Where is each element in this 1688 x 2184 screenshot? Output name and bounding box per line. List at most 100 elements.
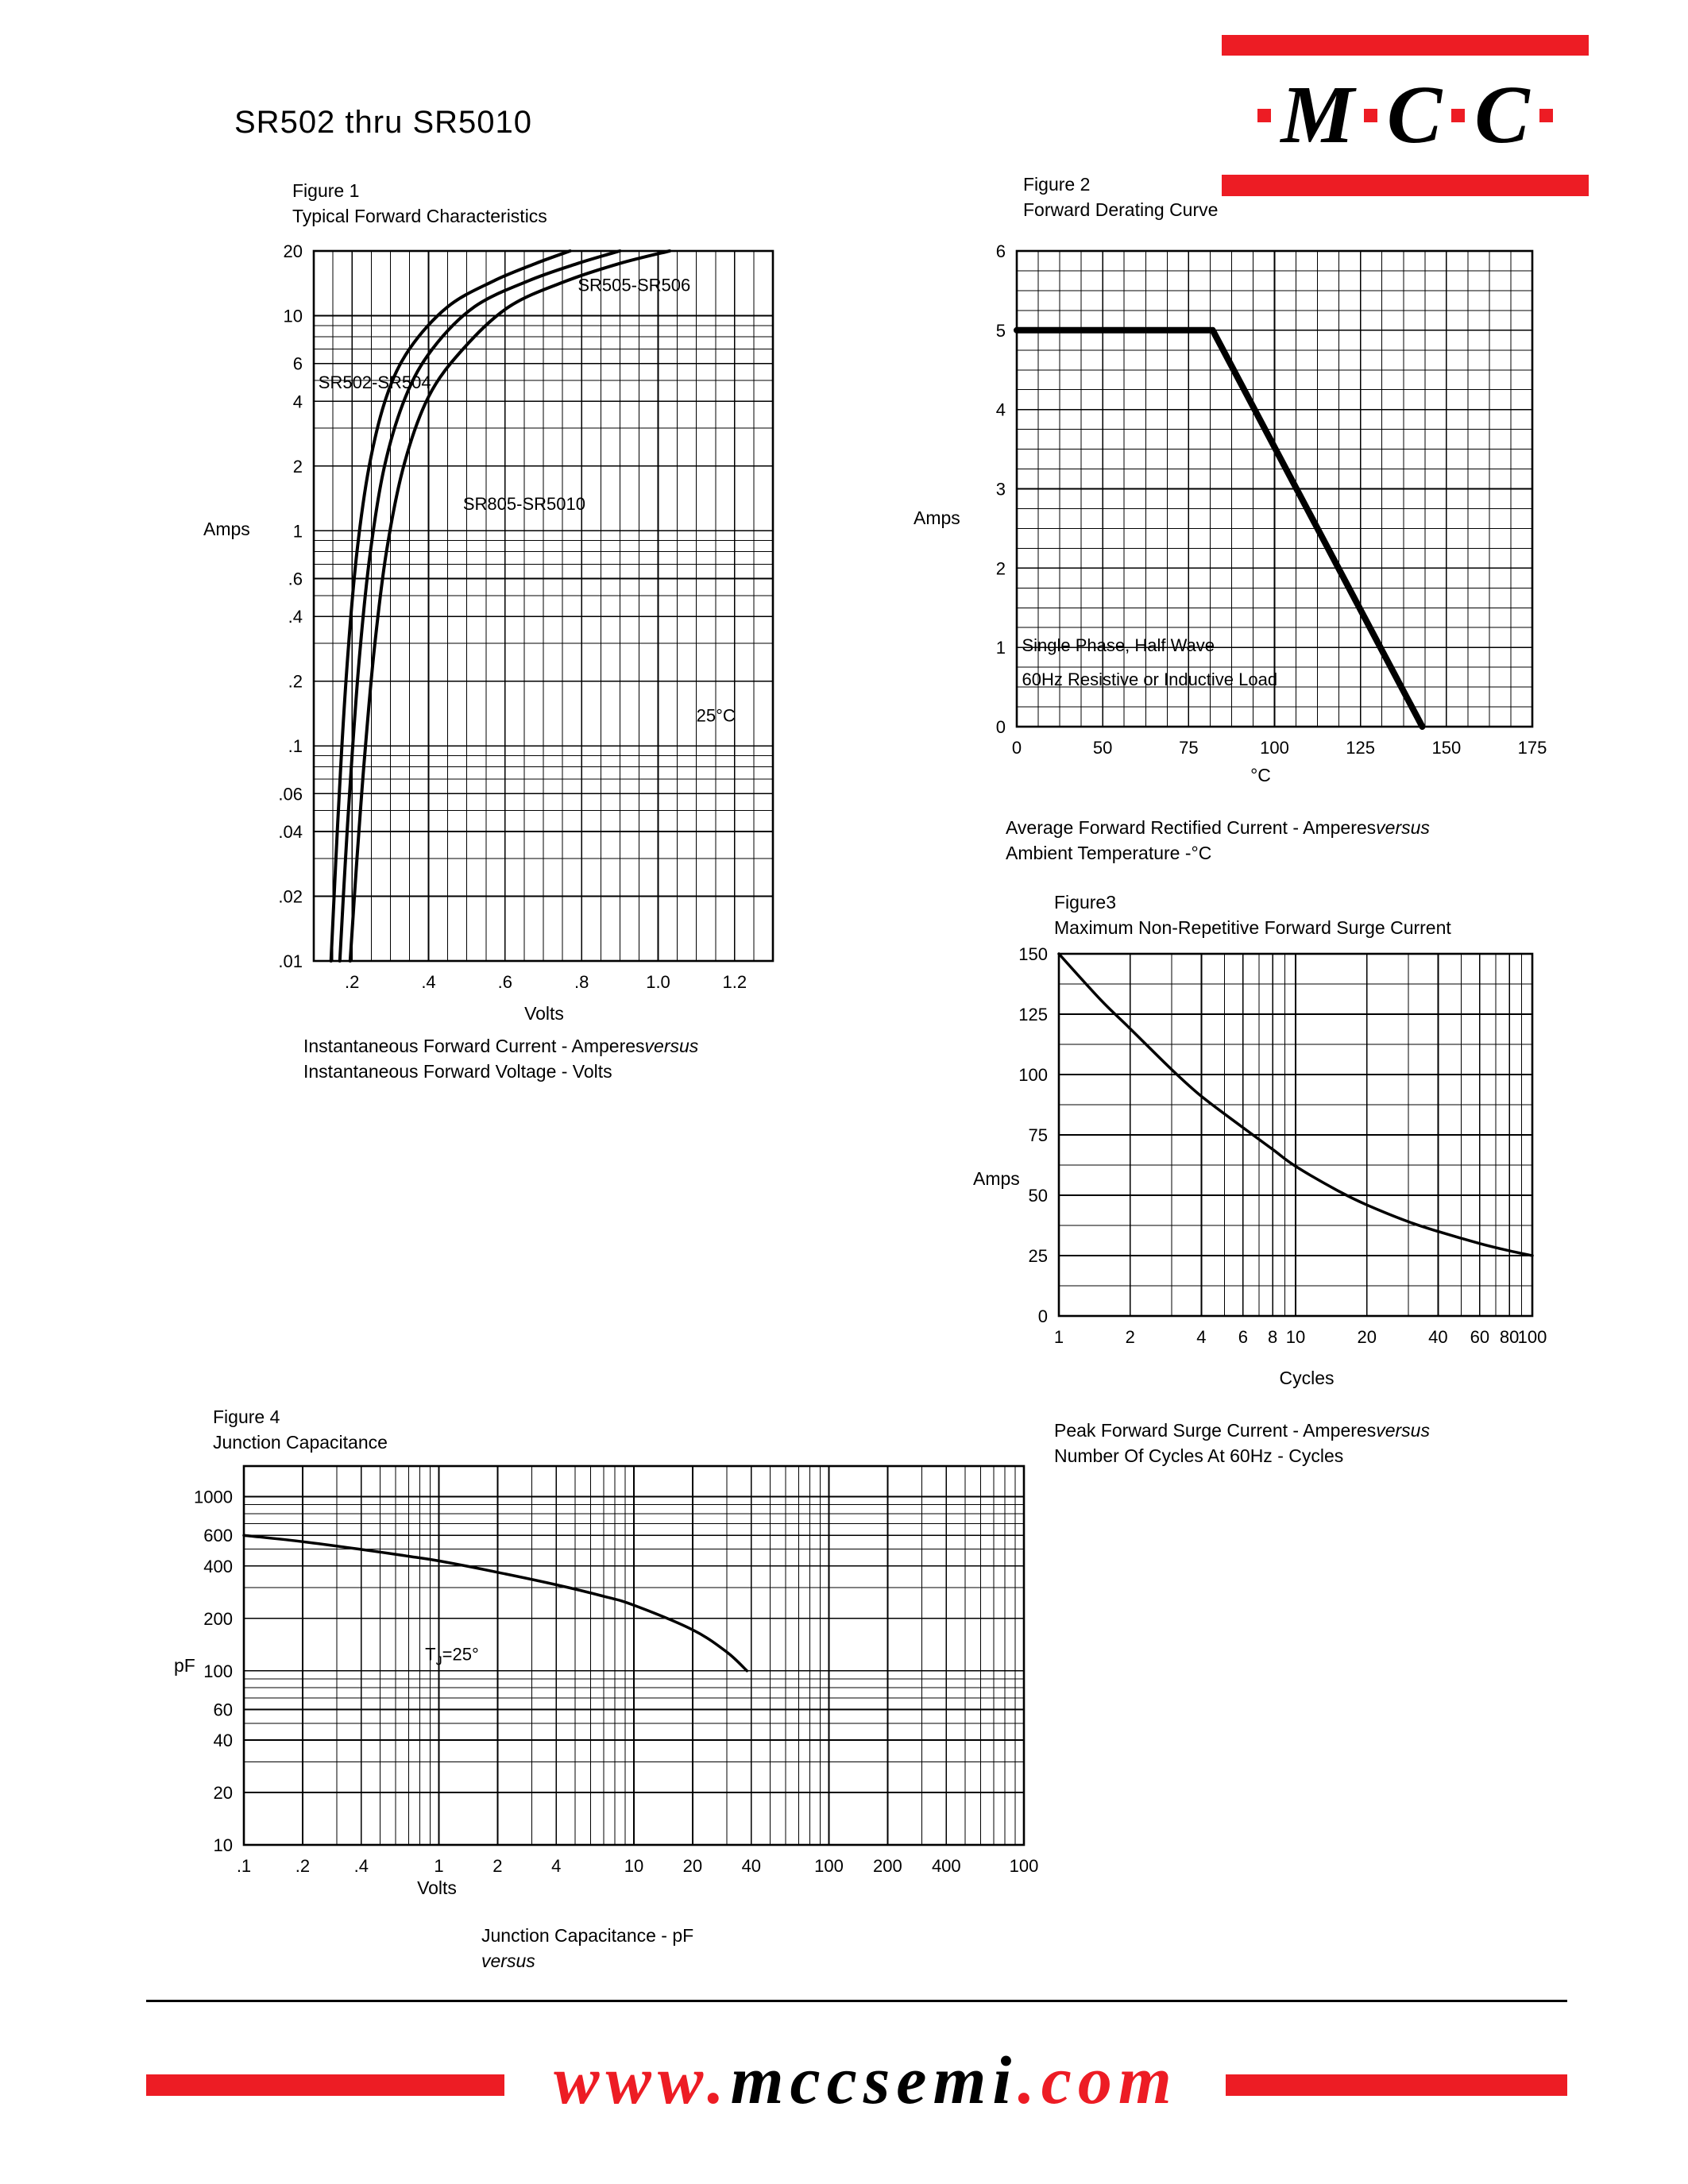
fig4-caption-line2: versus bbox=[481, 1950, 535, 1973]
fig2-y-unit: Amps bbox=[914, 507, 960, 528]
fig2-caption-line2: Ambient Temperature -°C bbox=[1006, 842, 1211, 865]
svg-text:25: 25 bbox=[1029, 1246, 1048, 1266]
svg-text:20: 20 bbox=[1357, 1327, 1376, 1347]
svg-text:75: 75 bbox=[1029, 1125, 1048, 1145]
svg-text:10: 10 bbox=[214, 1835, 233, 1855]
svg-text:5: 5 bbox=[996, 321, 1006, 341]
svg-text:60: 60 bbox=[1470, 1327, 1489, 1347]
fig2-title: Figure 2 bbox=[1023, 174, 1091, 195]
svg-text:2: 2 bbox=[1126, 1327, 1135, 1347]
fig4-frame bbox=[242, 1464, 1026, 1846]
svg-text:75: 75 bbox=[1179, 738, 1198, 758]
svg-text:3: 3 bbox=[996, 480, 1006, 500]
svg-text:2: 2 bbox=[293, 457, 303, 477]
caption-text: Average Forward Rectified Current - Ampe… bbox=[1006, 817, 1377, 838]
svg-text:50: 50 bbox=[1029, 1186, 1048, 1206]
page-title: SR502 thru SR5010 bbox=[234, 105, 533, 140]
curve-SR505-SR506 bbox=[338, 249, 622, 963]
svg-text:1: 1 bbox=[1054, 1327, 1064, 1347]
svg-text:20: 20 bbox=[284, 241, 303, 261]
svg-text:.6: .6 bbox=[498, 972, 512, 992]
logo-top-bar bbox=[1222, 35, 1589, 56]
fig2-grid bbox=[1017, 251, 1532, 727]
caption-italic: versus bbox=[481, 1951, 535, 1971]
logo-dot bbox=[1257, 108, 1272, 122]
caption-text: Number Of Cycles At 60Hz - Cycles bbox=[1054, 1445, 1344, 1466]
svg-text:1: 1 bbox=[996, 638, 1006, 658]
fig3-frame bbox=[1057, 952, 1534, 1318]
svg-text:.2: .2 bbox=[345, 972, 359, 992]
caption-text: Ambient Temperature -°C bbox=[1006, 843, 1212, 863]
fig4-y-unit: pF bbox=[174, 1655, 195, 1676]
fig1-curves bbox=[329, 249, 671, 963]
svg-text:.4: .4 bbox=[354, 1856, 369, 1876]
svg-text:.01: .01 bbox=[278, 951, 303, 971]
fig4-subtitle: Junction Capacitance bbox=[213, 1432, 388, 1453]
svg-text:.8: .8 bbox=[574, 972, 589, 992]
svg-text:125: 125 bbox=[1018, 1005, 1048, 1024]
caption-text: Peak Forward Surge Current - Amperes bbox=[1054, 1420, 1377, 1441]
svg-text:4: 4 bbox=[293, 392, 303, 411]
svg-text:50: 50 bbox=[1093, 738, 1112, 758]
logo-letter-c2: C bbox=[1474, 69, 1530, 160]
svg-text:175: 175 bbox=[1518, 738, 1547, 758]
logo-dot bbox=[1363, 108, 1377, 122]
fig1-caption-line2: Instantaneous Forward Voltage - Volts bbox=[303, 1060, 612, 1083]
svg-text:400: 400 bbox=[932, 1856, 961, 1876]
fig2-caption-line1: Average Forward Rectified Current - Ampe… bbox=[1006, 816, 1430, 839]
fig1-annotation-2: SR805-SR5010 bbox=[463, 494, 585, 514]
svg-text:200: 200 bbox=[873, 1856, 902, 1876]
svg-text:10: 10 bbox=[284, 307, 303, 326]
svg-text:8: 8 bbox=[1268, 1327, 1277, 1347]
fig4: .1 .2 .4 1 2 4 10 20 40 100 200 400 100 1000 600 400 200… bbox=[194, 1464, 1038, 1876]
curve-SR502-SR504 bbox=[329, 249, 572, 963]
logo-letter-c1: C bbox=[1386, 69, 1443, 160]
svg-text:.1: .1 bbox=[237, 1856, 251, 1876]
svg-text:.04: .04 bbox=[278, 822, 303, 842]
url-www: www. bbox=[554, 2042, 731, 2118]
fig3-subtitle: Maximum Non-Repetitive Forward Surge Cur… bbox=[1054, 917, 1451, 938]
fig2: 0 50 75 100 125 150 175 6 5 4 3 2 1 0 Single Phase, Ha… bbox=[996, 241, 1547, 758]
svg-text:10: 10 bbox=[624, 1856, 643, 1876]
fig2-tick-labels: 0 50 75 100 125 150 175 6 5 4 3 2 1 0 bbox=[996, 241, 1547, 758]
fig3-caption-line2: Number Of Cycles At 60Hz - Cycles bbox=[1054, 1445, 1343, 1468]
svg-text:20: 20 bbox=[683, 1856, 702, 1876]
svg-text:0: 0 bbox=[1038, 1306, 1048, 1326]
svg-text:100: 100 bbox=[1018, 1065, 1048, 1085]
fig3-title: Figure3 bbox=[1054, 892, 1116, 913]
svg-text:0: 0 bbox=[1012, 738, 1022, 758]
footer-rule bbox=[146, 2000, 1567, 2002]
fig1-y-unit: Amps bbox=[203, 519, 250, 539]
caption-italic: versus bbox=[1376, 817, 1430, 838]
svg-text:4: 4 bbox=[1196, 1327, 1206, 1347]
logo-letter-m: M bbox=[1280, 69, 1354, 160]
fig4-curves bbox=[242, 1534, 749, 1673]
fig1-x-unit: Volts bbox=[524, 1003, 564, 1024]
fig1-subtitle: Typical Forward Characteristics bbox=[292, 206, 547, 226]
svg-text:0: 0 bbox=[996, 717, 1006, 737]
logo-bottom-bar bbox=[1222, 175, 1589, 196]
svg-text:.6: .6 bbox=[288, 569, 303, 588]
svg-text:200: 200 bbox=[203, 1609, 233, 1629]
svg-text:1.0: 1.0 bbox=[646, 972, 670, 992]
url-com: .com bbox=[1018, 2042, 1178, 2118]
logo-dot bbox=[1539, 108, 1553, 122]
svg-text:4: 4 bbox=[996, 400, 1006, 420]
svg-text:20: 20 bbox=[214, 1783, 233, 1803]
svg-text:60: 60 bbox=[214, 1700, 233, 1719]
url-name: mccsemi bbox=[730, 2042, 1018, 2118]
fig2-curves bbox=[1014, 326, 1426, 730]
svg-text:1: 1 bbox=[293, 521, 303, 541]
logo-dot bbox=[1451, 108, 1466, 122]
fig3-caption-line1: Peak Forward Surge Current - Amperesvers… bbox=[1054, 1419, 1430, 1442]
fig2-subtitle: Forward Derating Curve bbox=[1023, 199, 1219, 220]
fig1-title: Figure 1 bbox=[292, 180, 360, 201]
fig4-annotation-0: TJ=25° bbox=[425, 1644, 479, 1668]
curve-SR805-SR5010 bbox=[348, 249, 671, 963]
caption-text: Junction Capacitance - pF bbox=[481, 1925, 694, 1946]
fig3-x-unit: Cycles bbox=[1279, 1368, 1335, 1388]
footer-left-bar bbox=[146, 2074, 504, 2096]
